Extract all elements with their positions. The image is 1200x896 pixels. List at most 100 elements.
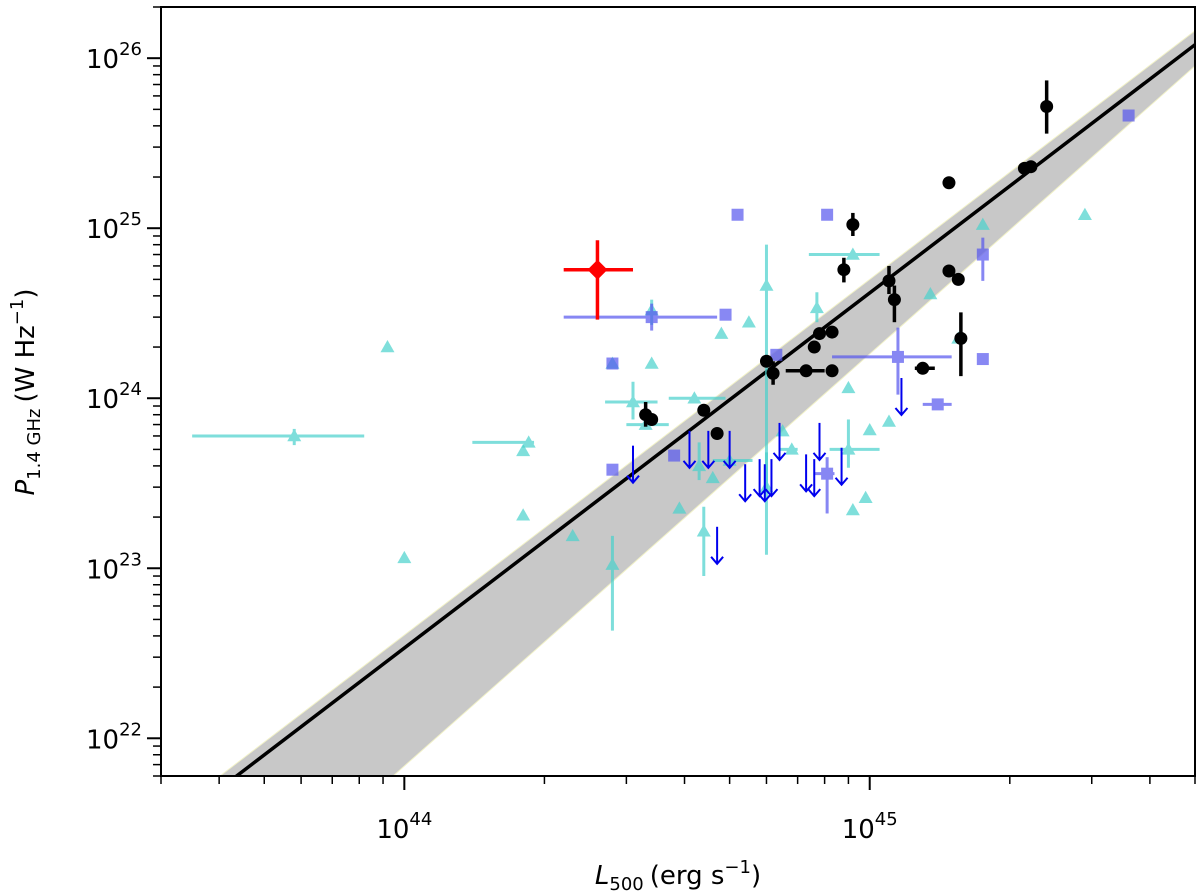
x-tick-label: 1044 [376, 809, 432, 845]
square-marker [719, 308, 732, 321]
triangle-point [841, 380, 856, 394]
upper-limit-arrow [799, 454, 813, 493]
circle-point [846, 212, 860, 236]
square-point [922, 398, 952, 411]
circle-marker [951, 272, 965, 286]
square-marker [770, 348, 783, 361]
triangle-point [1077, 207, 1092, 220]
triangle-marker [845, 247, 860, 260]
diamond-point [563, 240, 634, 320]
circle-point [1024, 160, 1038, 174]
triangle-marker [565, 528, 580, 542]
circle-marker [807, 340, 821, 354]
square-marker [606, 463, 619, 476]
y-tick-label: 1023 [86, 549, 142, 585]
circle-marker [882, 274, 896, 288]
triangle-point [858, 490, 873, 503]
circle-marker [645, 412, 659, 426]
circle-point [825, 325, 839, 339]
circle-point [645, 412, 659, 426]
triangle-point [923, 287, 938, 300]
triangle-point [759, 244, 774, 493]
circle-marker [825, 364, 839, 378]
triangle-point [741, 315, 756, 328]
circle-point [887, 285, 901, 323]
circle-marker [942, 264, 956, 278]
triangle-marker [516, 508, 531, 521]
circle-marker [942, 176, 956, 190]
triangle-marker [626, 395, 641, 408]
arrow-head [738, 493, 752, 503]
circle-point [951, 272, 965, 286]
triangle-point [975, 217, 990, 230]
triangle-marker [784, 442, 799, 455]
fit-line [233, 43, 1195, 776]
data-points [192, 80, 1135, 631]
triangle-marker [845, 503, 860, 516]
circle-point [759, 354, 773, 368]
circle-marker [759, 354, 773, 368]
confidence-band-area [219, 30, 1195, 776]
arrow-head [772, 452, 787, 462]
circle-marker [710, 427, 724, 441]
square-marker [668, 449, 681, 462]
triangle-point [644, 356, 659, 369]
triangle-marker [287, 428, 302, 442]
triangle-marker [644, 356, 659, 369]
triangle-point [696, 506, 711, 577]
arrow-head [701, 460, 716, 470]
circle-marker [846, 218, 860, 232]
square-point [606, 357, 619, 370]
triangle-point [472, 435, 536, 448]
upper-limit-arrow [764, 459, 779, 498]
upper-limit-arrow [812, 422, 827, 462]
y-tick-label: 1025 [86, 209, 142, 245]
best-fit-line [233, 43, 1195, 776]
circle-point [785, 364, 825, 378]
triangle-point [380, 340, 395, 353]
square-point [606, 463, 619, 476]
triangle-point [605, 535, 620, 631]
triangle-point [829, 419, 880, 468]
circle-marker [916, 361, 930, 375]
circle-marker [1024, 160, 1038, 174]
upper-limit-arrow [626, 445, 640, 485]
x-tick-label: 1045 [842, 809, 898, 845]
circle-point [837, 257, 851, 283]
circle-point [1040, 80, 1054, 134]
upper-limit-arrow [894, 378, 909, 417]
upper-limit-arrow [710, 526, 724, 566]
arrow-head [812, 452, 827, 462]
square-marker [931, 398, 944, 411]
x-axis-title: L500 (erg s−1) [595, 857, 761, 895]
triangle-marker [672, 501, 687, 514]
triangle-marker [759, 480, 774, 493]
upper-limit-arrow [738, 464, 752, 503]
triangle-marker [975, 217, 990, 230]
square-point [719, 308, 732, 321]
square-marker [976, 248, 989, 261]
square-marker [976, 353, 989, 366]
circle-marker [812, 327, 826, 341]
circle-marker [825, 325, 839, 339]
triangle-marker [696, 524, 711, 537]
arrow-head [626, 475, 640, 485]
triangle-marker [881, 414, 896, 427]
upper-limit-arrow [722, 430, 737, 470]
arrow-head [799, 483, 813, 493]
circle-point [914, 361, 935, 375]
arrow-head [807, 488, 822, 498]
square-point [668, 449, 681, 462]
y-axis-title: P1.4 GHz(W Hz−1) [7, 289, 45, 496]
square-point [770, 348, 783, 361]
square-marker [731, 208, 744, 221]
triangle-point [759, 452, 774, 555]
upper-limit-arrows [626, 378, 909, 566]
square-point [832, 327, 952, 395]
arrow-head [710, 556, 724, 566]
triangle-marker [380, 340, 395, 353]
arrow-head [682, 460, 697, 470]
triangle-point [605, 381, 658, 420]
triangle-marker [521, 435, 536, 448]
upper-limit-arrow [807, 459, 822, 498]
